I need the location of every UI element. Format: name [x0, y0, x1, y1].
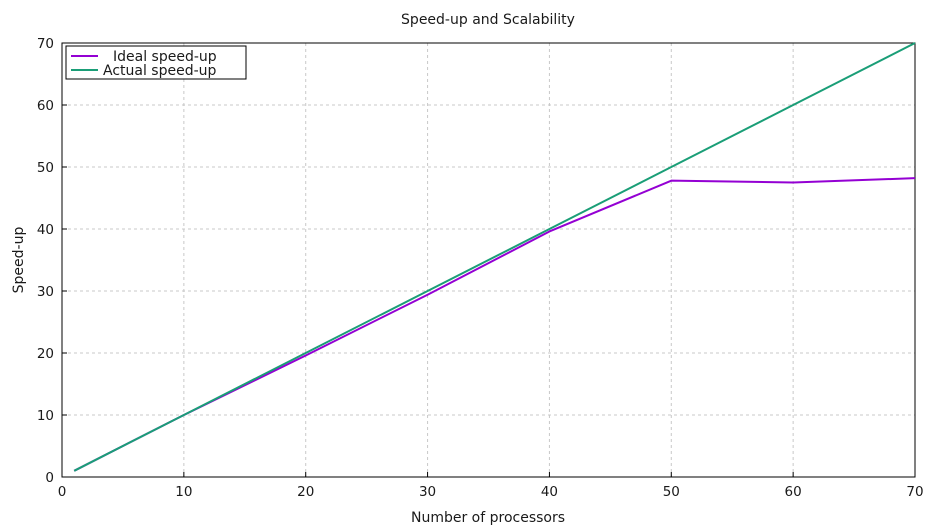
- legend-label-actual: Actual speed-up: [103, 63, 217, 79]
- x-tick-label: 10: [175, 484, 192, 500]
- series-line-ideal-speedup: [73, 177, 916, 472]
- axis-ticks: [61, 42, 916, 478]
- x-tick-label: 40: [541, 484, 558, 500]
- plot-frame: [61, 42, 916, 478]
- y-tick-label: 0: [45, 470, 54, 486]
- x-tick-label: 30: [419, 484, 436, 500]
- x-tick-label: 70: [906, 484, 923, 500]
- x-tick-label: 50: [663, 484, 680, 500]
- grid: [62, 43, 915, 477]
- x-tick-label: 60: [785, 484, 802, 500]
- y-tick-label: 20: [37, 346, 54, 362]
- y-tick-label: 60: [37, 98, 54, 114]
- x-tick-labels: 0 10 20 30 40 50 60 70: [58, 484, 924, 500]
- y-tick-label: 50: [37, 160, 54, 176]
- series-line-actual-speedup: [73, 42, 916, 472]
- chart-title: Speed-up and Scalability: [401, 12, 575, 28]
- legend: Ideal speed-up Actual speed-up: [65, 45, 247, 80]
- series-lines: [73, 42, 916, 472]
- y-tick-label: 30: [37, 284, 54, 300]
- x-tick-label: 0: [58, 484, 67, 500]
- y-axis-label: Speed-up: [11, 227, 27, 294]
- legend-box: [65, 45, 247, 80]
- legend-label-ideal: Ideal speed-up: [113, 49, 217, 65]
- y-tick-label: 70: [37, 36, 54, 52]
- x-tick-label: 20: [297, 484, 314, 500]
- y-tick-label: 40: [37, 222, 54, 238]
- x-axis-label: Number of processors: [411, 510, 565, 526]
- y-tick-label: 10: [37, 408, 54, 424]
- y-tick-labels: 0 10 20 30 40 50 60 70: [37, 36, 54, 486]
